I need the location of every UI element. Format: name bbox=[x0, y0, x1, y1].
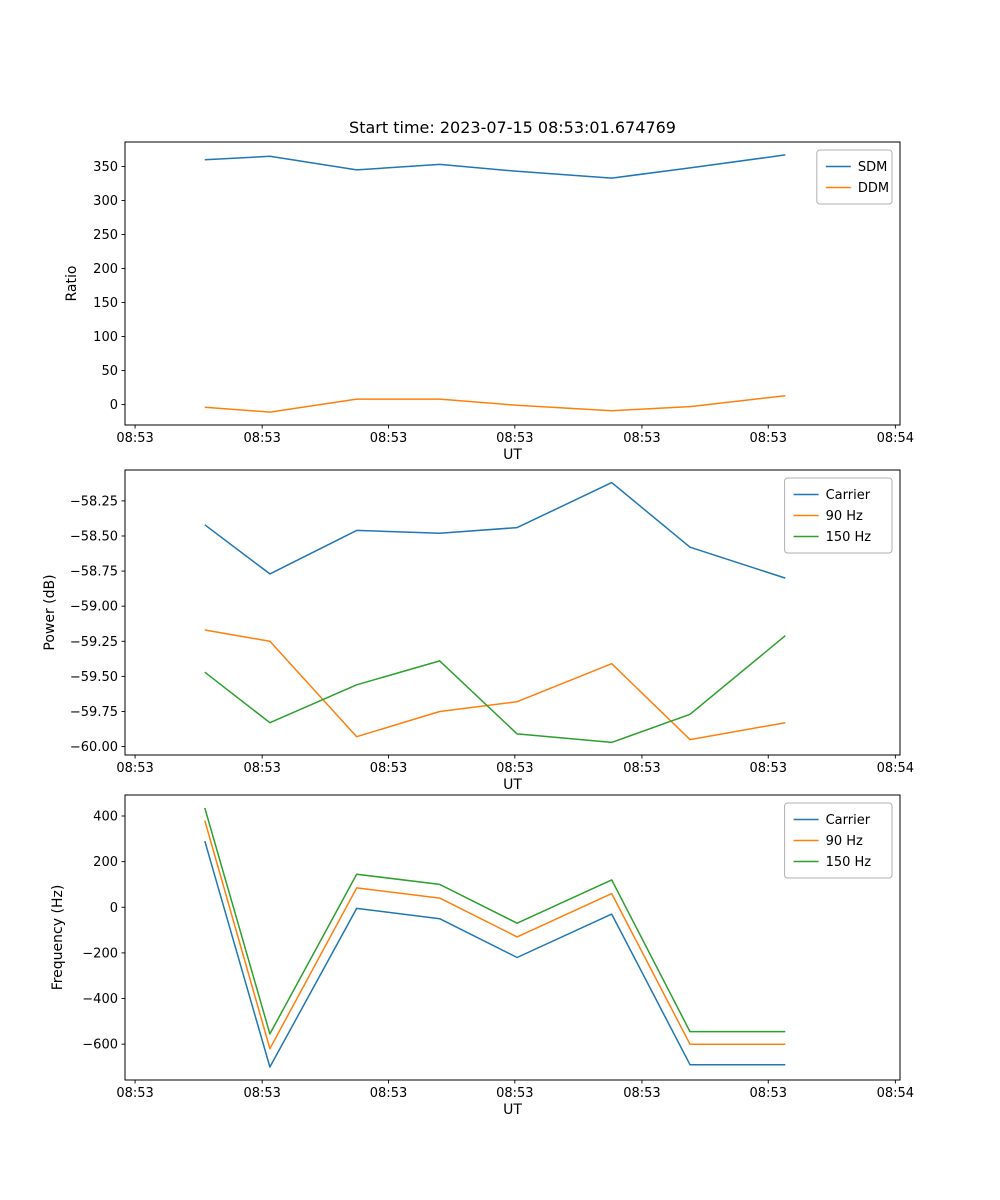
plot-area-border bbox=[124, 469, 901, 756]
figure-title: Start time: 2023-07-15 08:53:01.674769 bbox=[349, 118, 676, 137]
series-line-150-hz bbox=[204, 807, 786, 1035]
legend-box bbox=[784, 477, 893, 554]
x-tick-label: 08:53 bbox=[623, 431, 660, 446]
y-tick-label: −58.25 bbox=[70, 494, 118, 509]
series-line-carrier bbox=[204, 840, 786, 1068]
series-line-150-hz bbox=[204, 635, 786, 744]
x-tick-label: 08:53 bbox=[370, 761, 407, 776]
y-tick-label: −60.00 bbox=[70, 740, 118, 755]
y-tick-label: −59.50 bbox=[70, 670, 118, 685]
plot-area-border bbox=[124, 794, 901, 1081]
series-line-90-hz bbox=[204, 820, 786, 1050]
series-line-carrier bbox=[204, 481, 786, 579]
legend-label: DDM bbox=[858, 181, 889, 196]
x-tick-label: 08:53 bbox=[496, 761, 533, 776]
y-tick-label: 150 bbox=[93, 296, 118, 311]
y-axis-label: Power (dB) bbox=[42, 574, 58, 650]
plot-area-border bbox=[124, 141, 901, 426]
y-axis-label: Ratio bbox=[64, 266, 80, 302]
y-axis-label: Frequency (Hz) bbox=[50, 885, 66, 991]
legend-label: 90 Hz bbox=[826, 834, 863, 849]
x-tick-label: 08:54 bbox=[877, 761, 914, 776]
legend-label: 150 Hz bbox=[826, 855, 872, 870]
x-axis-label: UT bbox=[503, 1102, 522, 1118]
x-tick-label: 08:53 bbox=[370, 1086, 407, 1101]
y-tick-label: −59.25 bbox=[70, 635, 118, 650]
x-tick-label: 08:53 bbox=[623, 1086, 660, 1101]
x-tick-label: 08:53 bbox=[243, 431, 280, 446]
y-tick-label: 250 bbox=[93, 228, 118, 243]
x-tick-label: 08:53 bbox=[496, 1086, 533, 1101]
y-tick-label: −59.00 bbox=[70, 600, 118, 615]
ratio-chart: Start time: 2023-07-15 08:53:01.674769 08… bbox=[64, 118, 914, 463]
x-tick-label: 08:54 bbox=[877, 1086, 914, 1101]
legend: Carrier 90 Hz 150 Hz bbox=[784, 802, 893, 879]
frequency-chart: 08:53 08:53 08:53 08:53 08:53 08:53 08:54 UT 400… bbox=[50, 794, 914, 1118]
x-tick-label: 08:53 bbox=[116, 1086, 153, 1101]
y-tick-label: −58.75 bbox=[70, 565, 118, 580]
y-tick-label: 50 bbox=[101, 364, 118, 379]
x-tick-label: 08:53 bbox=[750, 431, 787, 446]
series-line-sdm bbox=[204, 154, 786, 179]
x-axis-label: UT bbox=[503, 777, 522, 793]
y-tick-label: 200 bbox=[93, 855, 118, 870]
x-tick-label: 08:53 bbox=[750, 1086, 787, 1101]
legend-label: Carrier bbox=[826, 813, 871, 828]
x-tick-label: 08:53 bbox=[750, 761, 787, 776]
x-tick-label: 08:53 bbox=[243, 761, 280, 776]
legend-label: Carrier bbox=[826, 488, 871, 503]
legend: SDM DDM bbox=[816, 149, 893, 205]
legend-box bbox=[816, 149, 893, 205]
legend: Carrier 90 Hz 150 Hz bbox=[784, 477, 893, 554]
x-tick-label: 08:53 bbox=[623, 761, 660, 776]
y-tick-label: 100 bbox=[93, 330, 118, 345]
y-tick-label: −600 bbox=[82, 1038, 118, 1053]
legend-label: 150 Hz bbox=[826, 530, 872, 545]
y-tick-label: −200 bbox=[82, 946, 118, 961]
y-tick-label: −58.50 bbox=[70, 529, 118, 544]
x-tick-label: 08:53 bbox=[116, 431, 153, 446]
x-tick-label: 08:54 bbox=[877, 431, 914, 446]
y-tick-label: 300 bbox=[93, 194, 118, 209]
series-line-90-hz bbox=[204, 629, 786, 741]
legend-label: 90 Hz bbox=[826, 509, 863, 524]
x-tick-label: 08:53 bbox=[116, 761, 153, 776]
x-tick-label: 08:53 bbox=[243, 1086, 280, 1101]
y-tick-label: 0 bbox=[110, 901, 118, 916]
legend-label: SDM bbox=[858, 160, 887, 175]
y-tick-label: 0 bbox=[110, 398, 118, 413]
y-tick-label: 200 bbox=[93, 262, 118, 277]
y-tick-label: 350 bbox=[93, 160, 118, 175]
y-tick-label: −400 bbox=[82, 992, 118, 1007]
x-tick-label: 08:53 bbox=[370, 431, 407, 446]
x-tick-label: 08:53 bbox=[496, 431, 533, 446]
series-line-ddm bbox=[204, 394, 786, 413]
power-chart: 08:53 08:53 08:53 08:53 08:53 08:53 08:54 UT −58… bbox=[42, 469, 914, 793]
legend-box bbox=[784, 802, 893, 879]
y-tick-label: −59.75 bbox=[70, 705, 118, 720]
y-tick-label: 400 bbox=[93, 809, 118, 824]
x-axis-label: UT bbox=[503, 447, 522, 463]
